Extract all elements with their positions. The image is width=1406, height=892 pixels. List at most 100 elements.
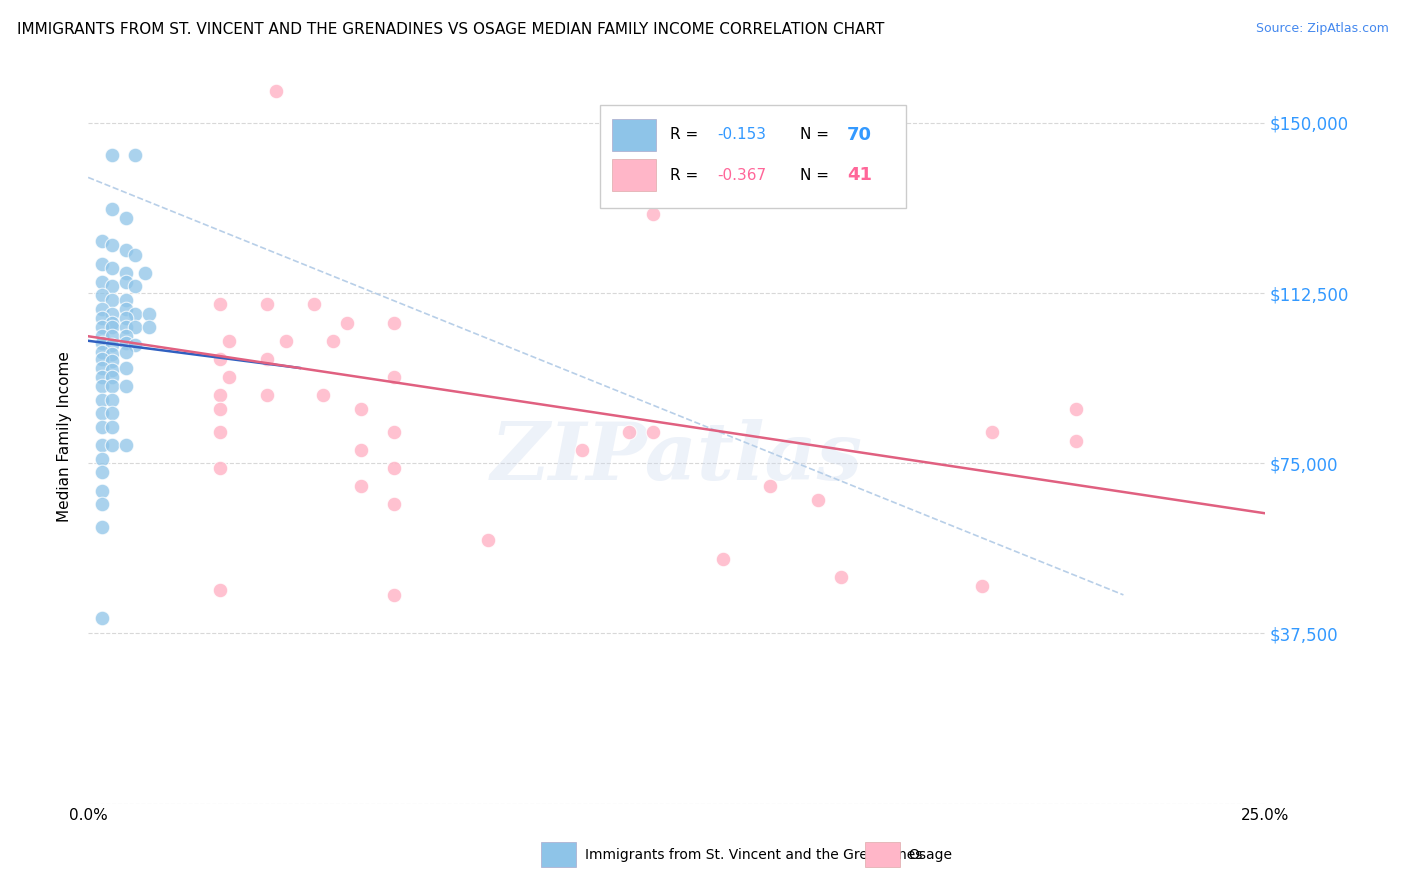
Point (124, 247, 146, 261)
Point (124, 147, 146, 161)
Point (91, 438, 114, 452)
Point (114, 311, 136, 326)
Point (477, 533, 499, 548)
Text: 41: 41 (846, 166, 872, 184)
Point (91, 320, 114, 334)
FancyBboxPatch shape (612, 119, 657, 151)
Point (382, 588, 405, 602)
Point (114, 345, 136, 359)
Point (100, 307, 122, 321)
Point (91, 483, 114, 498)
Point (100, 279, 122, 293)
Point (100, 406, 122, 420)
Point (114, 211, 136, 226)
Point (100, 293, 122, 307)
Point (256, 297, 278, 311)
Point (91, 451, 114, 466)
Point (980, 425, 1002, 439)
Point (138, 307, 160, 321)
Point (100, 420, 122, 434)
Text: Immigrants from St. Vincent and the Grenadines: Immigrants from St. Vincent and the Gren… (585, 847, 922, 862)
Point (208, 297, 231, 311)
Point (134, 266, 156, 280)
Point (322, 334, 344, 348)
Point (100, 338, 122, 352)
Text: R =: R = (671, 168, 703, 183)
Point (100, 329, 122, 343)
Point (91, 610, 114, 624)
Point (91, 420, 114, 434)
Y-axis label: Median Family Income: Median Family Income (58, 351, 72, 522)
Point (1066, 401, 1088, 416)
Point (100, 392, 122, 407)
Text: Source: ZipAtlas.com: Source: ZipAtlas.com (1256, 22, 1389, 36)
Point (114, 266, 136, 280)
Point (100, 354, 122, 368)
FancyBboxPatch shape (612, 159, 657, 191)
Point (336, 316, 359, 330)
Point (91, 370, 114, 384)
Point (124, 320, 146, 334)
Point (641, 425, 664, 439)
Point (114, 329, 136, 343)
Point (114, 438, 136, 452)
Point (100, 261, 122, 276)
Text: -0.153: -0.153 (717, 128, 766, 142)
Point (91, 257, 114, 271)
Point (312, 388, 335, 402)
Text: -0.367: -0.367 (717, 168, 766, 183)
Point (114, 336, 136, 351)
Point (100, 370, 122, 384)
Text: R =: R = (671, 128, 703, 142)
Point (100, 147, 122, 161)
Point (382, 460, 405, 475)
Point (382, 497, 405, 511)
FancyBboxPatch shape (600, 105, 905, 208)
Point (619, 188, 641, 202)
Point (208, 401, 231, 416)
Point (91, 466, 114, 480)
Point (100, 202, 122, 217)
Point (100, 238, 122, 252)
Point (100, 320, 122, 334)
Point (208, 388, 231, 402)
Point (100, 379, 122, 393)
Point (266, 84, 288, 98)
Point (208, 351, 231, 366)
Point (114, 379, 136, 393)
Point (114, 293, 136, 307)
Point (806, 492, 828, 507)
Point (124, 307, 146, 321)
Point (571, 442, 593, 457)
Text: 70: 70 (846, 126, 872, 144)
Point (382, 425, 405, 439)
Point (91, 406, 114, 420)
Point (382, 316, 405, 330)
Text: N =: N = (800, 128, 834, 142)
Point (91, 329, 114, 343)
Text: Osage: Osage (908, 847, 952, 862)
Point (350, 479, 373, 493)
Point (124, 279, 146, 293)
Text: ZIPatlas: ZIPatlas (491, 419, 862, 497)
Point (100, 347, 122, 361)
Text: IMMIGRANTS FROM ST. VINCENT AND THE GRENADINES VS OSAGE MEDIAN FAMILY INCOME COR: IMMIGRANTS FROM ST. VINCENT AND THE GREN… (17, 22, 884, 37)
Point (208, 460, 231, 475)
Point (1066, 434, 1088, 448)
Point (100, 316, 122, 330)
Point (208, 583, 231, 598)
Point (972, 579, 994, 593)
Point (91, 336, 114, 351)
Point (138, 320, 160, 334)
Point (218, 370, 240, 384)
Point (91, 351, 114, 366)
Point (114, 243, 136, 257)
Point (91, 311, 114, 326)
Point (91, 520, 114, 534)
Point (641, 207, 664, 221)
Point (91, 345, 114, 359)
Point (302, 297, 325, 311)
Point (114, 301, 136, 316)
Point (114, 320, 136, 334)
Point (91, 301, 114, 316)
